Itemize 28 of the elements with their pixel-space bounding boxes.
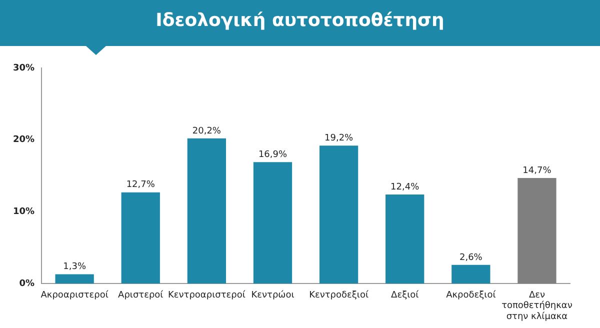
data-label: 12,7% (126, 180, 156, 190)
bar (187, 138, 226, 284)
data-label: 1,3% (63, 262, 86, 272)
data-label: 2,6% (459, 252, 483, 263)
x-tick-label: Δεξιοί (391, 289, 419, 300)
x-tick-label: Κεντροαριστεροί (168, 289, 246, 300)
x-tick-label: Αριστεροί (118, 289, 164, 300)
bar (121, 192, 160, 284)
x-tick-label: Ακροαριστεροί (40, 289, 108, 300)
y-tick-label: 20% (12, 135, 35, 146)
data-label: 14,7% (522, 166, 552, 176)
bar (55, 274, 94, 284)
x-tick-label: Κεντρώοι (251, 289, 294, 300)
y-tick-label: 0% (19, 278, 35, 289)
data-label: 16,9% (258, 150, 288, 160)
x-tick-label: Ακροδεξιοί (446, 289, 496, 300)
data-label: 12,4% (390, 182, 420, 192)
data-label: 20,2% (192, 126, 222, 136)
bar (386, 194, 424, 284)
data-label: 19,2% (324, 133, 354, 144)
bar (518, 178, 556, 284)
x-tick-label: Κεντροδεξιοί (309, 289, 369, 300)
bar (452, 264, 490, 284)
x-tick-label: Δεν τοποθετήθηκαν στην κλίμακα (502, 290, 572, 322)
y-tick-label: 10% (12, 207, 35, 218)
bar (319, 146, 358, 284)
y-tick-label: 30% (12, 63, 35, 74)
bar (253, 162, 292, 284)
